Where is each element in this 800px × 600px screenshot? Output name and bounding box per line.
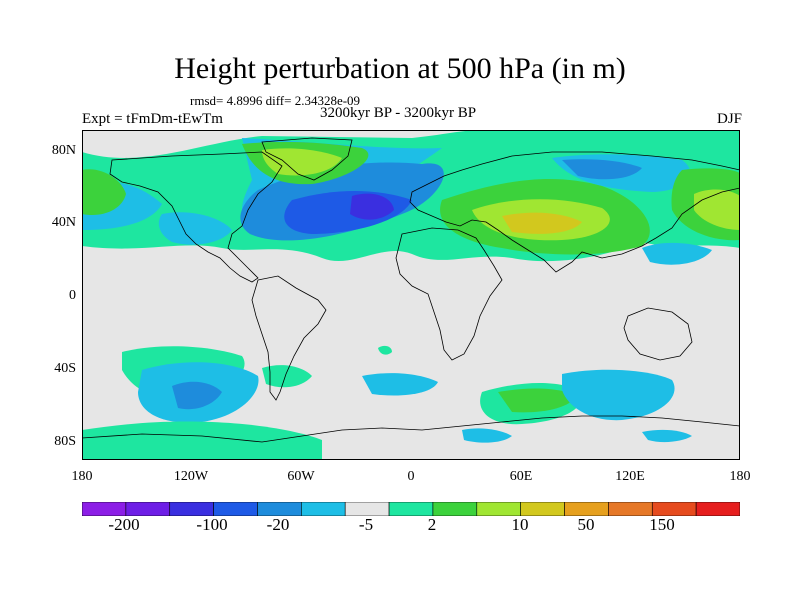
colorbar-segment (695, 502, 740, 516)
colorbar-segment (257, 502, 302, 516)
lon-tick-label: 120W (173, 469, 209, 484)
colorbar-label: 10 (511, 515, 529, 534)
colorbar-segment (476, 502, 521, 516)
colorbar-label: -5 (358, 515, 374, 534)
lon-tick-label: 180 (71, 469, 93, 484)
colorbar-segment (344, 502, 390, 516)
colorbar-segment (213, 502, 258, 516)
period-label: 3200kyr BP - 3200kyr BP (320, 105, 477, 121)
lat-tick-label: 80S (54, 434, 76, 449)
coastline-outline (82, 137, 740, 443)
lon-tick-label: 60E (509, 469, 533, 484)
colorbar-segment (82, 502, 127, 516)
colorbar (82, 502, 740, 516)
colorbar-label: -100 (196, 515, 228, 534)
map-frame (82, 130, 740, 460)
lon-tick-label: 120E (615, 469, 645, 484)
lat-tick-label: 0 (69, 288, 76, 303)
colorbar-segment (608, 502, 653, 516)
colorbar-segment (520, 502, 565, 516)
colorbar-label: -20 (266, 515, 290, 534)
experiment-label: Expt = tFmDm-tEwTm (82, 111, 223, 127)
contour-fill (82, 130, 740, 460)
colorbar-segment (432, 502, 478, 516)
colorbar-segment (125, 502, 171, 516)
lat-tick-label: 40S (54, 361, 76, 376)
colorbar-segment (651, 502, 697, 516)
colorbar-label: 50 (577, 515, 595, 534)
lon-tick-label: 60W (287, 469, 315, 484)
contour-map (82, 130, 740, 460)
lon-tick-label: 0 (407, 469, 415, 484)
lat-tick-label: 80N (51, 143, 76, 158)
colorbar-segment (564, 502, 609, 516)
lat-tick-label: 40N (51, 215, 76, 230)
colorbar-segment (301, 502, 346, 516)
season-label: DJF (716, 111, 742, 127)
colorbar-label: -200 (108, 515, 140, 534)
colorbar-segment (169, 502, 214, 516)
stats-line: rmsd= 4.8996 diff= 2.34328e-09 (190, 93, 361, 108)
plot-title: Height perturbation at 500 hPa (in m) (174, 52, 626, 85)
colorbar-segment (388, 502, 434, 516)
colorbar-label: 150 (649, 515, 675, 534)
colorbar-label: 2 (427, 515, 437, 534)
lon-tick-label: 180 (729, 469, 751, 484)
